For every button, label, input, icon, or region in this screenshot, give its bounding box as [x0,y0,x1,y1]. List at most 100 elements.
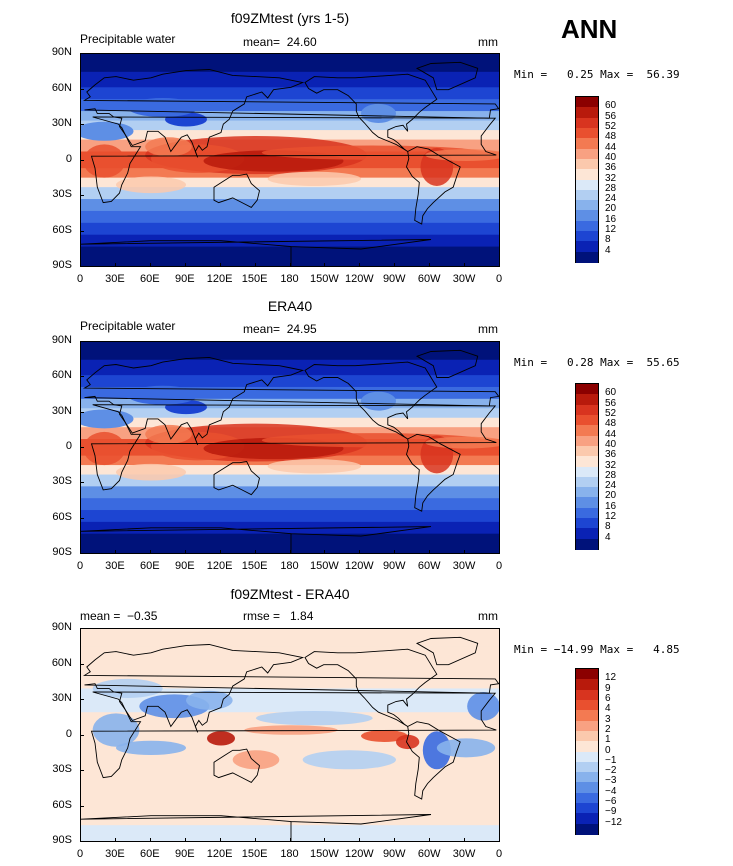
colorbar-label: 2 [605,723,611,735]
lon-tick [149,263,151,267]
lat-tick [80,88,84,90]
lat-tick [80,53,84,54]
lat-tick [80,663,84,665]
anomaly-patch [186,690,233,710]
contour-band [81,498,499,511]
colorbar-box [576,720,598,732]
contour-band [81,398,499,409]
lon-tick-label: 30E [105,273,125,285]
lon-tick-label: 150E [241,560,268,572]
contour-band [81,375,499,388]
lon-tick [254,263,256,267]
colorbar-label: 32 [605,459,617,471]
colorbar-box [576,127,598,139]
anomaly-patch [302,750,396,770]
colorbar-box [576,445,598,457]
colorbar-label: 56 [605,110,617,122]
panel-era40: ERA40 Precipitable water mean= 24.95 mm … [80,298,680,554]
center-header: mean= 24.60 [243,35,317,49]
lon-tick-label: 0 [76,560,84,572]
coastline [82,356,499,446]
lat-tick-label: 90S [52,546,72,558]
coastline [213,460,261,496]
anomaly-patch [116,740,186,756]
lon-tick [359,550,361,554]
colorbar-box [576,741,598,752]
lon-tick-label: 60E [140,273,160,285]
colorbar-label: 56 [605,397,617,409]
colorbar-box [576,435,598,447]
anomaly-patch [467,692,499,721]
lon-tick [394,263,396,267]
contour-band [81,199,499,212]
colorbar-box [576,384,598,395]
lon-tick-label: 150W [310,848,339,860]
coastline [406,146,461,225]
lat-tick [80,447,84,448]
anomaly-patch [92,713,140,747]
lat-tick-label: 0 [65,152,72,165]
colorbar-label: 6 [605,692,611,704]
colorbar-box [576,231,598,242]
lon-tick [499,838,500,842]
colorbar-box [576,772,598,783]
colorbar-label: 48 [605,131,617,143]
lon-tick [254,550,256,554]
colorbar-box [576,761,598,773]
lon-tick [80,263,81,267]
lat-tick-label: 90N [51,46,72,58]
contour-band [81,759,499,802]
anomaly-patch [422,731,451,770]
map-difference [80,628,500,842]
lon-tick-label: 30E [105,848,125,860]
lon-tick [184,838,186,842]
colorbar-box [576,730,598,742]
lon-tick-label: 60E [140,848,160,860]
panel-title: ERA40 [267,298,313,314]
lon-tick [324,263,326,267]
lat-tick [80,699,84,700]
colorbar-label: 44 [605,428,617,440]
colorbar-box [576,466,598,478]
lon-tick [114,838,116,842]
colorbar-box [576,679,598,691]
units-label: mm [478,35,498,49]
lon-tick-label: 120W [344,848,374,860]
colorbar-box [576,782,598,794]
coastline [213,748,261,783]
contour-band [81,801,499,826]
lon-tick [219,838,221,842]
colorbar-box [576,823,598,835]
moisture-blob [83,144,126,178]
contour-band [81,408,499,419]
lon-tick-label: 30E [105,560,125,572]
lat-tick [80,770,84,771]
lon-tick-label: 90E [174,273,195,285]
colorbar-box [576,689,598,701]
lon-tick [254,838,256,842]
lon-tick [80,838,81,842]
colorbar-label: 4 [605,531,611,543]
lon-tick-label: 60W [417,560,441,572]
colorbar-label: 24 [605,193,617,205]
lon-tick-label: 0 [495,848,503,860]
contour-band [81,120,499,131]
lon-tick-label: 60W [417,273,441,285]
lat-tick-label: 60S [52,798,72,811]
colorbar-box [576,476,598,488]
colorbar [575,383,599,550]
colorbar-box [576,497,598,509]
lon-tick [289,263,291,267]
panel-title: f09ZMtest - ERA40 [230,586,350,602]
panel-model: f09ZMtest (yrs 1-5) Precipitable water m… [0,0,733,290]
contour-band [81,486,499,499]
colorbar-box [576,169,598,180]
colorbar-label: 36 [605,449,617,461]
map-model [80,53,500,267]
colorbar-label: 24 [605,480,617,492]
map-era40 [80,341,500,554]
colorbar-label: 12 [605,511,617,523]
units-label: mm [478,609,498,623]
colorbar-box [576,158,598,170]
